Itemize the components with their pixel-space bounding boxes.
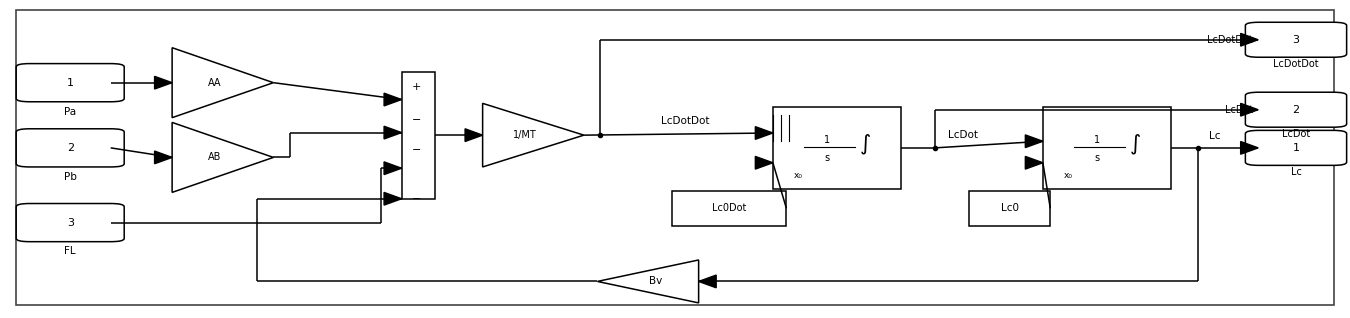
Polygon shape (1241, 142, 1258, 154)
Polygon shape (597, 260, 699, 303)
Text: 1: 1 (66, 78, 74, 88)
Text: s: s (825, 153, 829, 163)
FancyBboxPatch shape (16, 129, 124, 167)
Polygon shape (383, 126, 402, 139)
FancyBboxPatch shape (1245, 22, 1346, 57)
Bar (772, 107, 902, 189)
Text: LcDot: LcDot (948, 130, 979, 140)
Text: Lc: Lc (1210, 131, 1220, 141)
Text: LcDotDot: LcDotDot (1273, 59, 1319, 69)
Text: $\int$: $\int$ (859, 133, 871, 156)
Text: 2: 2 (1292, 105, 1300, 115)
Text: s: s (1095, 153, 1099, 163)
Text: 3: 3 (66, 218, 74, 228)
FancyBboxPatch shape (1245, 130, 1346, 165)
Text: 3: 3 (1292, 35, 1300, 45)
Polygon shape (483, 103, 583, 167)
Text: Pa: Pa (65, 107, 76, 116)
Polygon shape (756, 156, 772, 169)
Polygon shape (1241, 33, 1258, 46)
Text: LcDotDot: LcDotDot (662, 116, 709, 126)
Polygon shape (154, 76, 173, 89)
Polygon shape (154, 151, 173, 164)
Polygon shape (383, 93, 402, 106)
Text: 1: 1 (1292, 143, 1300, 153)
Text: +: + (412, 82, 421, 92)
Bar (672, 191, 786, 226)
Polygon shape (464, 129, 483, 142)
Polygon shape (173, 122, 273, 192)
Text: AB: AB (208, 152, 221, 162)
Text: x₀: x₀ (1064, 171, 1073, 181)
Text: 1/MT: 1/MT (513, 130, 537, 140)
Text: 2: 2 (66, 143, 74, 153)
Text: 1: 1 (824, 135, 830, 145)
Text: −: − (412, 194, 421, 204)
Bar (969, 191, 1050, 226)
Polygon shape (1026, 135, 1042, 148)
Polygon shape (383, 162, 402, 175)
Text: 1: 1 (1094, 135, 1100, 145)
Text: LcDot: LcDot (1224, 105, 1253, 115)
Text: LcDot: LcDot (1282, 129, 1310, 139)
Text: AA: AA (208, 78, 221, 88)
Polygon shape (699, 275, 716, 288)
Text: Bv: Bv (649, 276, 663, 287)
Text: Lc0: Lc0 (1000, 203, 1019, 213)
FancyBboxPatch shape (16, 204, 124, 242)
Text: $\int$: $\int$ (1129, 133, 1141, 156)
Polygon shape (173, 48, 273, 118)
Text: LcDotDot: LcDotDot (1207, 35, 1253, 45)
Text: FL: FL (65, 246, 76, 256)
Polygon shape (1026, 156, 1042, 169)
Text: −: − (412, 115, 421, 125)
Text: Pb: Pb (63, 172, 77, 182)
Text: x₀: x₀ (794, 171, 803, 181)
FancyBboxPatch shape (1245, 92, 1346, 127)
Polygon shape (383, 192, 402, 205)
Text: −: − (412, 145, 421, 156)
Polygon shape (1241, 103, 1258, 116)
Text: Lc: Lc (1291, 167, 1301, 177)
Polygon shape (756, 127, 772, 139)
FancyBboxPatch shape (16, 64, 124, 102)
Text: Lc: Lc (1242, 143, 1253, 153)
Bar (1042, 107, 1170, 189)
Text: Lc0Dot: Lc0Dot (711, 203, 747, 213)
Bar (402, 72, 435, 199)
